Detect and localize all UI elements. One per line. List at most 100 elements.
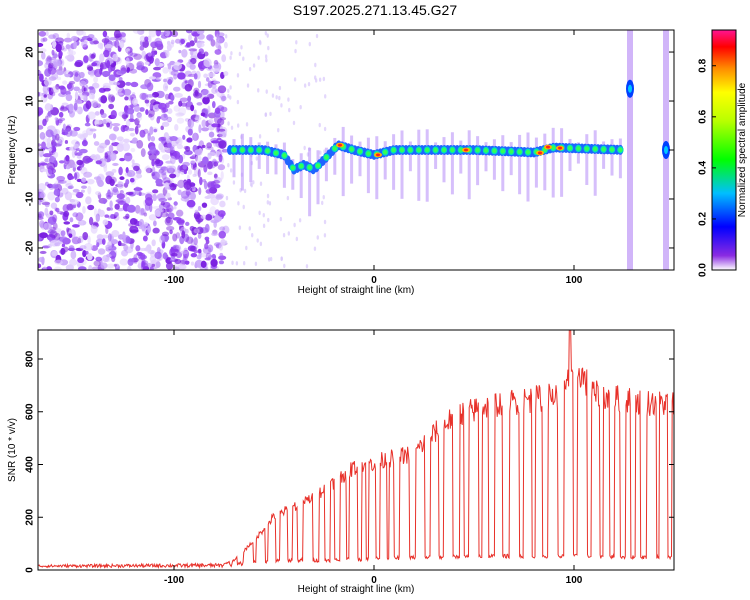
noise-blob xyxy=(203,180,208,190)
noise-blob xyxy=(205,189,212,194)
noise-blob xyxy=(103,87,111,92)
noise-blob xyxy=(178,100,183,107)
noise-blob xyxy=(51,73,59,80)
noise-blob xyxy=(206,34,214,41)
noise-blob xyxy=(183,150,193,156)
noise-blob xyxy=(203,73,208,79)
noise-blob xyxy=(155,158,161,165)
noise-blob xyxy=(200,112,206,117)
noise-blob xyxy=(258,134,262,139)
signal-streak xyxy=(534,137,538,188)
noise-blob xyxy=(210,140,220,144)
noise-blob xyxy=(193,249,199,254)
noise-blob xyxy=(219,200,226,208)
signal-streak xyxy=(392,134,396,190)
noise-blob xyxy=(87,111,96,120)
noise-blob xyxy=(299,105,302,110)
noise-blob xyxy=(50,86,60,93)
noise-blob xyxy=(294,48,297,54)
noise-blob xyxy=(155,261,161,268)
noise-blob xyxy=(40,162,48,166)
noise-blob xyxy=(129,218,138,225)
signal-streak xyxy=(585,134,589,185)
noise-blob xyxy=(221,148,229,153)
noise-blob xyxy=(69,217,74,223)
noise-blob xyxy=(118,76,123,81)
noise-blob xyxy=(93,260,101,267)
noise-blob xyxy=(207,112,216,119)
noise-blob xyxy=(38,199,42,206)
noise-blob xyxy=(135,245,141,252)
noise-blob xyxy=(44,207,49,216)
signal-streak xyxy=(383,141,387,180)
noise-blob xyxy=(78,71,85,79)
noise-blob xyxy=(201,127,209,132)
signal-core xyxy=(517,149,522,155)
noise-blob xyxy=(275,95,278,100)
noise-blob xyxy=(65,44,71,50)
noise-blob xyxy=(158,197,168,203)
signal-streak xyxy=(282,142,286,188)
noise-blob xyxy=(65,165,71,170)
noise-blob xyxy=(164,30,171,37)
noise-blob xyxy=(63,221,71,225)
signal-streak xyxy=(400,130,404,199)
noise-blob xyxy=(82,249,87,258)
noise-blob xyxy=(259,241,263,247)
noise-blob xyxy=(92,221,99,226)
noise-blob xyxy=(105,244,112,250)
noise-blob xyxy=(190,104,195,112)
noise-blob xyxy=(119,176,125,181)
noise-blob xyxy=(60,86,67,95)
noise-blob xyxy=(242,261,246,266)
noise-blob xyxy=(147,56,154,63)
noise-blob xyxy=(77,235,84,244)
noise-blob xyxy=(152,193,157,202)
noise-blob xyxy=(136,113,143,121)
noise-blob xyxy=(196,42,205,48)
noise-blob xyxy=(145,109,149,115)
signal-streak xyxy=(526,132,530,202)
noise-blob xyxy=(124,246,134,254)
noise-blob xyxy=(167,63,172,67)
noise-blob xyxy=(278,95,281,101)
noise-blob xyxy=(39,220,45,228)
noise-blob xyxy=(193,237,198,246)
spectrogram-xtick-label: 100 xyxy=(566,275,583,286)
signal-streak xyxy=(266,141,270,174)
signal-streak xyxy=(240,133,244,191)
signal-streak xyxy=(324,147,328,182)
noise-blob xyxy=(106,194,112,200)
noise-blob xyxy=(238,225,242,230)
noise-blob xyxy=(83,95,87,101)
noise-blob xyxy=(230,51,233,56)
noise-blob xyxy=(47,148,53,152)
noise-blob xyxy=(141,92,149,101)
noise-blob xyxy=(280,103,283,108)
snr-ytick-label: 800 xyxy=(25,350,36,367)
noise-blob xyxy=(180,38,186,45)
noise-blob xyxy=(318,122,321,128)
signal-core xyxy=(475,147,480,153)
noise-blob xyxy=(89,73,95,78)
noise-blob xyxy=(280,256,283,261)
noise-blob xyxy=(94,68,103,78)
noise-blob xyxy=(176,138,182,143)
noise-blob xyxy=(52,214,58,223)
noise-blob xyxy=(38,182,46,192)
noise-blob xyxy=(64,128,73,137)
noise-blob xyxy=(323,219,327,225)
noise-blob xyxy=(187,119,195,129)
noise-blob xyxy=(130,147,136,153)
noise-blob xyxy=(191,186,196,192)
noise-blob xyxy=(112,53,119,62)
noise-blob xyxy=(67,229,75,234)
signal-core xyxy=(593,146,598,152)
noise-blob xyxy=(117,70,126,74)
signal-hotspot-core xyxy=(376,153,380,157)
noise-blob xyxy=(217,210,226,218)
noise-blob xyxy=(149,266,154,270)
noise-blob xyxy=(87,34,95,39)
signal-streak xyxy=(501,135,505,192)
